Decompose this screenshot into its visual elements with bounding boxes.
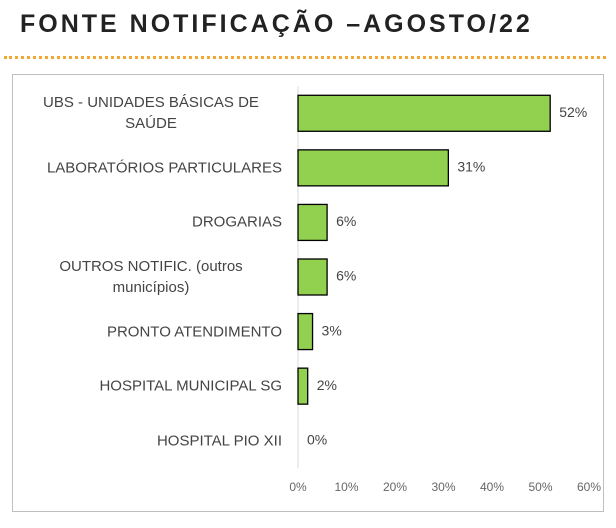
data-label: 0% — [307, 431, 327, 447]
x-tick-label: 60% — [577, 480, 601, 494]
y-tick-label: HOSPITAL MUNICIPAL SG — [99, 377, 282, 395]
data-label: 52% — [559, 104, 587, 120]
title-box — [4, 4, 606, 59]
x-tick-label: 50% — [528, 480, 552, 494]
x-tick-label: 0% — [289, 480, 307, 494]
y-tick-label: LABORATÓRIOS PARTICULARES — [46, 159, 282, 177]
data-label: 31% — [457, 159, 485, 175]
x-tick-label: 20% — [383, 480, 407, 494]
bar — [297, 203, 328, 242]
y-tick-label: PRONTO ATENDIMENTO — [106, 323, 282, 341]
y-tick-label: UBS - UNIDADES BÁSICAS DE SAÚDE — [43, 94, 259, 133]
bar — [297, 367, 309, 405]
x-tick-label: 10% — [334, 480, 358, 494]
x-tick-label: 30% — [431, 480, 455, 494]
bar — [297, 258, 328, 296]
data-label: 6% — [336, 213, 356, 229]
x-tick-label: 40% — [480, 480, 504, 494]
chart-frame — [12, 74, 604, 512]
chart-title: FONTE NOTIFICAÇÃO –AGOSTO/22 — [20, 10, 533, 38]
y-tick-label: HOSPITAL PIO XII — [156, 432, 282, 450]
bar — [297, 94, 551, 132]
data-label: 2% — [317, 377, 337, 393]
bar — [297, 149, 450, 187]
y-tick-label: DROGARIAS — [191, 213, 282, 231]
data-label: 3% — [322, 322, 342, 338]
bar — [297, 312, 314, 351]
y-tick-label: OUTROS NOTIFIC. (outros municípios) — [59, 258, 243, 296]
data-label: 6% — [336, 268, 356, 284]
